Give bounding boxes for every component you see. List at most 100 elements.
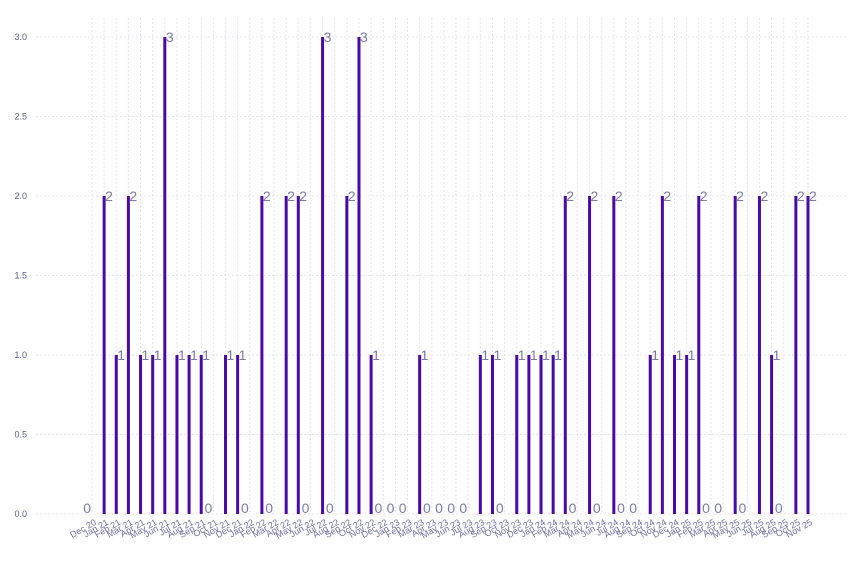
- bar-value-label: 0: [205, 500, 213, 516]
- bar: [770, 355, 774, 514]
- bar: [539, 355, 543, 514]
- bar-value-label: 0: [302, 500, 310, 516]
- bar-value-label: 1: [117, 347, 125, 363]
- bar-value-label: 0: [569, 500, 577, 516]
- bar-value-label: 0: [739, 500, 747, 516]
- bar-value-label: 1: [481, 347, 489, 363]
- bar-value-label: 3: [360, 29, 368, 45]
- bar: [236, 355, 240, 514]
- bar: [697, 196, 701, 514]
- bar-value-label: 2: [700, 188, 708, 204]
- bar-value-label: 3: [324, 29, 332, 45]
- bar-value-label: 2: [615, 188, 623, 204]
- bar-value-label: 0: [629, 500, 637, 516]
- bar: [515, 355, 519, 514]
- bar: [478, 355, 482, 514]
- bar-value-label: 2: [797, 188, 805, 204]
- y-tick-label: 3.0: [14, 32, 27, 42]
- bar-value-label: 2: [129, 188, 137, 204]
- bar-value-label: 2: [299, 188, 307, 204]
- bar: [199, 355, 203, 514]
- bar-value-label: 1: [226, 347, 234, 363]
- bar: [673, 355, 677, 514]
- bar-value-label: 0: [447, 500, 455, 516]
- bar-value-label: 0: [326, 500, 334, 516]
- bar-value-label: 0: [265, 500, 273, 516]
- bar: [345, 196, 349, 514]
- bar: [588, 196, 592, 514]
- bar: [296, 196, 300, 514]
- bar-value-label: 0: [714, 500, 722, 516]
- bar: [163, 37, 167, 514]
- bar-value-label: 0: [593, 500, 601, 516]
- bar-value-label: 1: [202, 347, 210, 363]
- bar-value-label: 0: [241, 500, 249, 516]
- bar-value-label: 2: [736, 188, 744, 204]
- bar-value-label: 1: [190, 347, 198, 363]
- bar: [563, 196, 567, 514]
- bar: [321, 37, 325, 514]
- bar-value-label: 1: [142, 347, 150, 363]
- bar-value-label: 2: [263, 188, 271, 204]
- bar: [660, 196, 664, 514]
- y-tick-label: 1.5: [14, 271, 27, 281]
- x-tick-label: Nov 25: [784, 517, 814, 540]
- bar-value-label: 1: [518, 347, 526, 363]
- bar: [806, 196, 810, 514]
- y-tick-label: 0.5: [14, 430, 27, 440]
- bar: [187, 355, 191, 514]
- bar: [757, 196, 761, 514]
- bar-value-label: 2: [348, 188, 356, 204]
- bar: [175, 355, 179, 514]
- bar-value-label: 1: [676, 347, 684, 363]
- y-axis-tick-labels: 0.0 0.5 1.0 1.5 2.0 2.5 3.0: [14, 32, 27, 519]
- bar-value-label: 0: [387, 500, 395, 516]
- bar-value-label: 2: [760, 188, 768, 204]
- bar: [126, 196, 130, 514]
- bar-value-label: 0: [374, 500, 382, 516]
- bar: [794, 196, 798, 514]
- bar: [369, 355, 373, 514]
- y-tick-label: 2.5: [14, 112, 27, 122]
- bar: [490, 355, 494, 514]
- bar-value-label: 2: [105, 188, 113, 204]
- bar-value-label: 1: [239, 347, 247, 363]
- bar: [527, 355, 531, 514]
- bar: [648, 355, 652, 514]
- bar: [357, 37, 361, 514]
- bar-value-label: 1: [178, 347, 186, 363]
- y-tick-label: 1.0: [14, 350, 27, 360]
- bar-value-label: 0: [617, 500, 625, 516]
- bar-value-label: 0: [775, 500, 783, 516]
- bar-value-label: 0: [435, 500, 443, 516]
- bar-value-label: 0: [399, 500, 407, 516]
- bar-value-label: 0: [83, 500, 91, 516]
- bar-value-label: 1: [493, 347, 501, 363]
- bar-value-label: 0: [459, 500, 467, 516]
- bar: [102, 196, 106, 514]
- bar-value-label: 2: [809, 188, 817, 204]
- bar: [151, 355, 155, 514]
- bar-value-label: 0: [702, 500, 710, 516]
- bar-value-label: 0: [423, 500, 431, 516]
- bar-value-label: 1: [372, 347, 380, 363]
- gridlines: [36, 18, 848, 515]
- bar: [139, 355, 143, 514]
- bar: [260, 196, 264, 514]
- y-tick-label: 0.0: [14, 509, 27, 519]
- bar-value-label: 1: [554, 347, 562, 363]
- bar-value-label: 2: [566, 188, 574, 204]
- bar: [418, 355, 422, 514]
- bar-value-label: 2: [591, 188, 599, 204]
- bar-value-label: 3: [166, 29, 174, 45]
- bar: [114, 355, 118, 514]
- bars: [102, 37, 810, 514]
- bar: [612, 196, 616, 514]
- bar-value-label: 1: [773, 347, 781, 363]
- bar: [551, 355, 555, 514]
- bar-value-label: 1: [154, 347, 162, 363]
